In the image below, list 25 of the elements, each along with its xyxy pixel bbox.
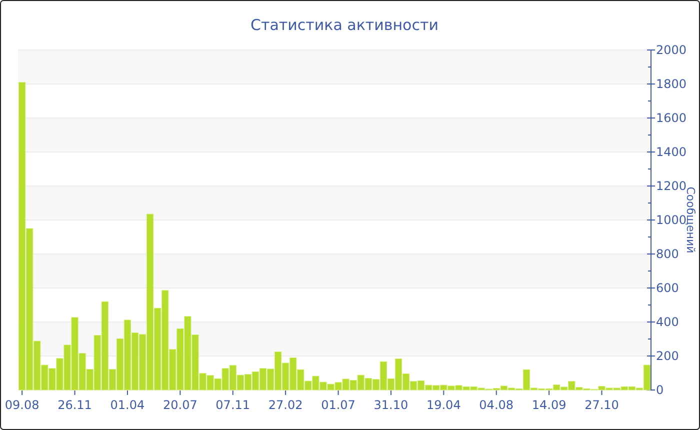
y-tick-label: 0 (656, 383, 664, 398)
x-tick-label: 01.07 (321, 398, 356, 412)
y-tick-label: 400 (656, 315, 679, 330)
x-tick-label: 19.04 (426, 398, 461, 412)
x-tick-label: 27.10 (584, 398, 619, 412)
x-tick-label: 07.11 (216, 398, 250, 412)
y-tick-label: 1400 (656, 145, 687, 160)
x-tick-label: 31.10 (374, 398, 408, 412)
x-tick-label: 14.09 (532, 398, 566, 412)
y-tick-label: 2000 (656, 43, 687, 58)
x-tick-label: 20.07 (162, 398, 198, 412)
x-tick-label: 04.08 (479, 398, 514, 412)
y-tick-label: 800 (656, 247, 679, 262)
x-tick-label: 01.04 (110, 398, 145, 412)
y-tick-label: 600 (656, 281, 679, 296)
x-tick-label: 09.08 (4, 398, 40, 412)
chart-title: Статистика активности (250, 16, 438, 34)
y-tick-label: 200 (656, 349, 679, 364)
x-tick-label: 26.11 (58, 398, 92, 412)
y-tick-label: 1000 (656, 213, 687, 228)
y-tick-label: 1200 (656, 179, 687, 194)
y-tick-label: 1600 (656, 111, 687, 126)
y-axis-title: Сообщений (684, 186, 697, 254)
y-tick-label: 1800 (656, 77, 687, 92)
x-tick-label: 27.02 (268, 398, 303, 412)
